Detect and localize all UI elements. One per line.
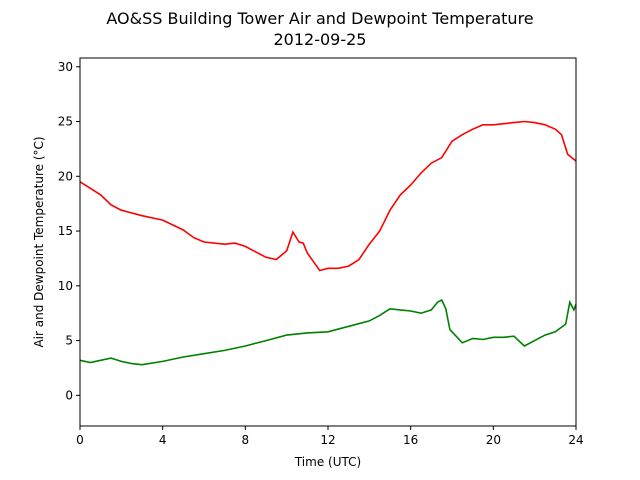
y-tick-label: 10 — [58, 279, 73, 293]
x-tick-label: 0 — [76, 433, 84, 447]
series-line-1 — [79, 120, 577, 272]
y-axis-label: Air and Dewpoint Temperature (°C) — [32, 136, 46, 347]
axes-layer: 0 4 8 12 16 20 24 0 5 10 15 20 25 30 — [58, 57, 584, 447]
y-tick-label: 5 — [65, 334, 73, 348]
x-tick-label: 24 — [568, 433, 583, 447]
plot-frame — [79, 57, 577, 427]
series-line-2 — [79, 298, 577, 366]
y-tick-label: 25 — [58, 115, 73, 129]
chart-title: AO&SS Building Tower Air and Dewpoint Te… — [106, 9, 533, 28]
y-tick-label: 0 — [65, 388, 73, 402]
y-tick-label: 30 — [58, 60, 73, 74]
x-tick-label: 16 — [403, 433, 418, 447]
x-tick-label: 12 — [320, 433, 335, 447]
x-axis-label: Time (UTC) — [294, 455, 361, 469]
x-tick-label: 8 — [242, 433, 250, 447]
series-layer — [79, 120, 577, 366]
y-tick-label: 15 — [58, 224, 73, 238]
x-tick-label: 20 — [486, 433, 501, 447]
x-tick-label: 4 — [159, 433, 167, 447]
y-tick-label: 20 — [58, 169, 73, 183]
chart-subtitle: 2012-09-25 — [274, 30, 367, 49]
